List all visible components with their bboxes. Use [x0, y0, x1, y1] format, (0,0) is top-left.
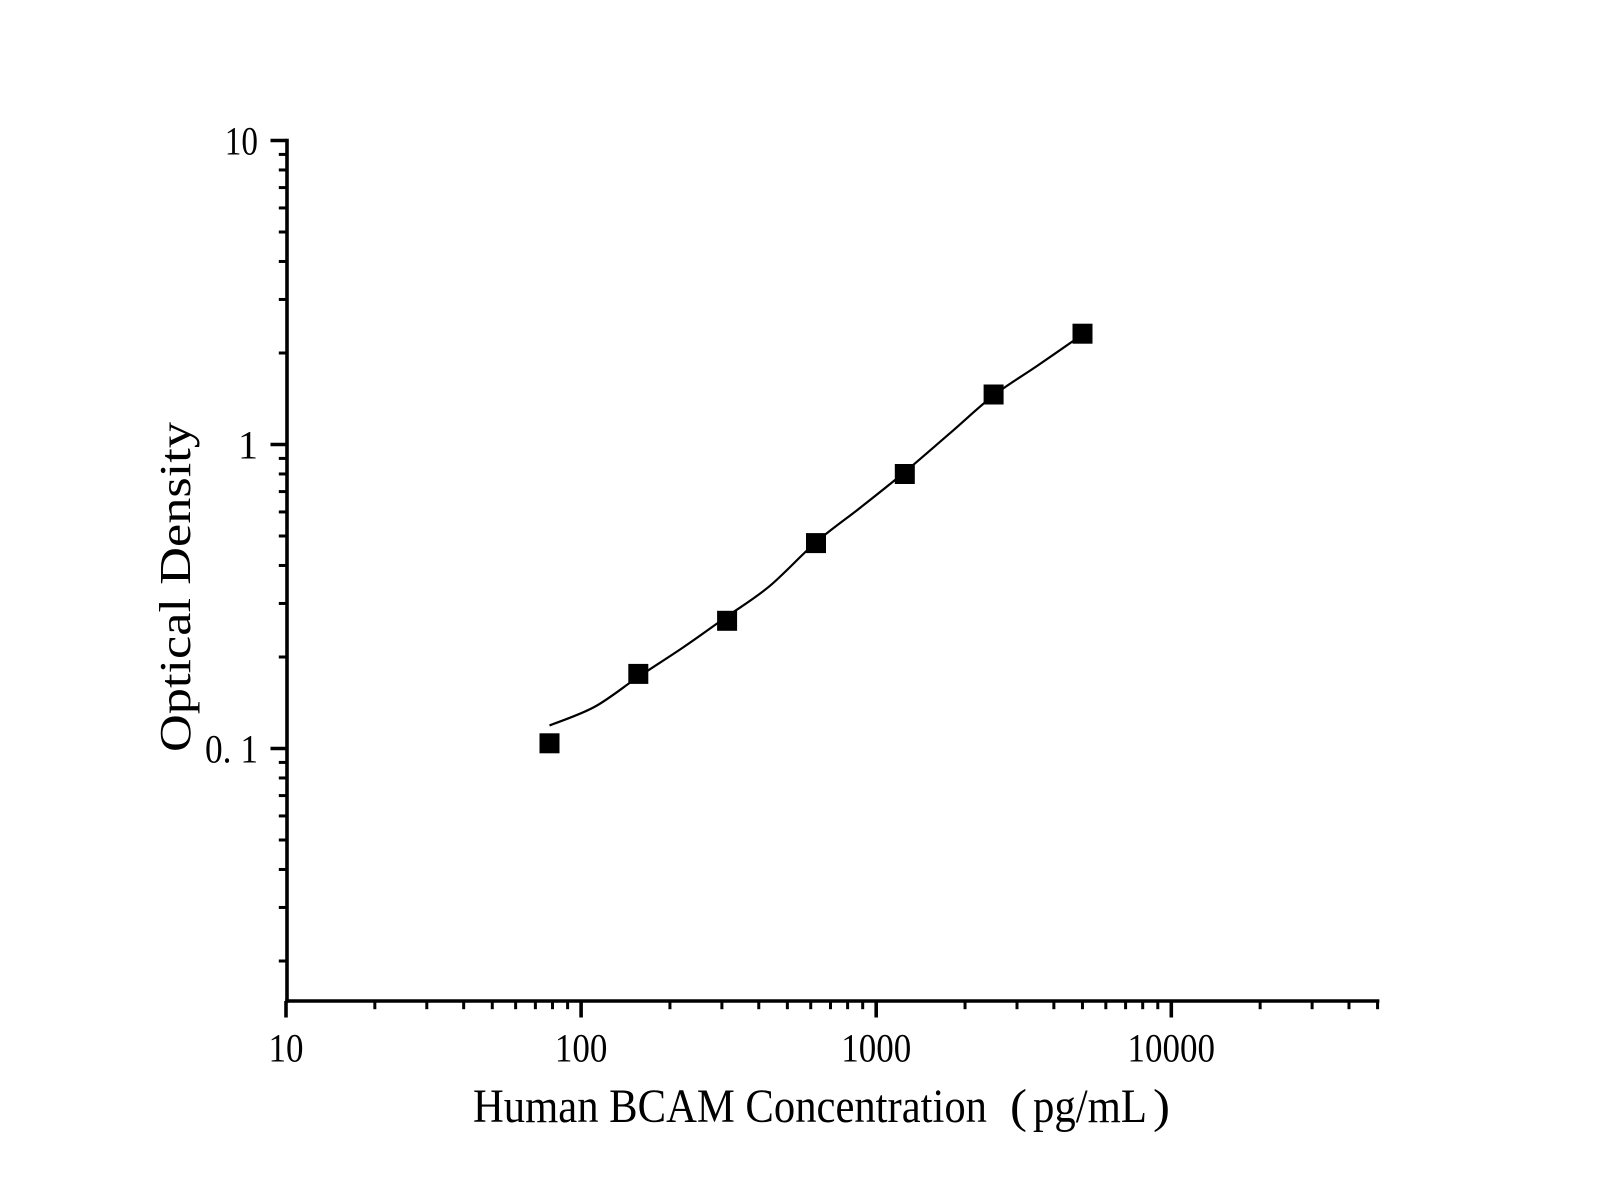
x-axis-title: Human BCAM Concentration (pg/mL) — [473, 1080, 1170, 1133]
data-point-marker — [1072, 323, 1093, 344]
x-tick-label: 1000 — [841, 1026, 911, 1071]
y-axis-tick-labels: 10 1 0. 1 — [205, 119, 258, 772]
y-axis-title: Optical Density — [151, 422, 200, 752]
data-point-marker — [628, 663, 649, 684]
data-point-marker — [983, 384, 1004, 405]
data-point-marker — [539, 733, 560, 754]
data-point-marker — [717, 610, 738, 631]
x-axis-title-close-paren: ) — [1153, 1080, 1170, 1133]
y-tick-label: 0. 1 — [205, 727, 258, 772]
y-axis — [270, 138, 289, 1003]
x-tick-label: 10000 — [1128, 1026, 1216, 1071]
x-axis-tick-labels: 10 100 1000 10000 — [269, 1026, 1216, 1071]
x-axis-title-open-paren: ( — [1010, 1080, 1027, 1133]
x-axis-title-units: pg/mL — [1033, 1080, 1147, 1133]
y-tick-label: 1 — [238, 423, 258, 468]
y-tick-label: 10 — [225, 119, 258, 164]
x-axis — [284, 999, 1380, 1018]
data-point-marker — [806, 533, 826, 554]
data-point-marker — [894, 464, 915, 484]
data-points — [539, 323, 1093, 754]
x-axis-title-text: Human BCAM Concentration — [473, 1080, 987, 1133]
x-tick-label: 100 — [555, 1026, 608, 1071]
x-tick-label: 10 — [269, 1026, 304, 1071]
